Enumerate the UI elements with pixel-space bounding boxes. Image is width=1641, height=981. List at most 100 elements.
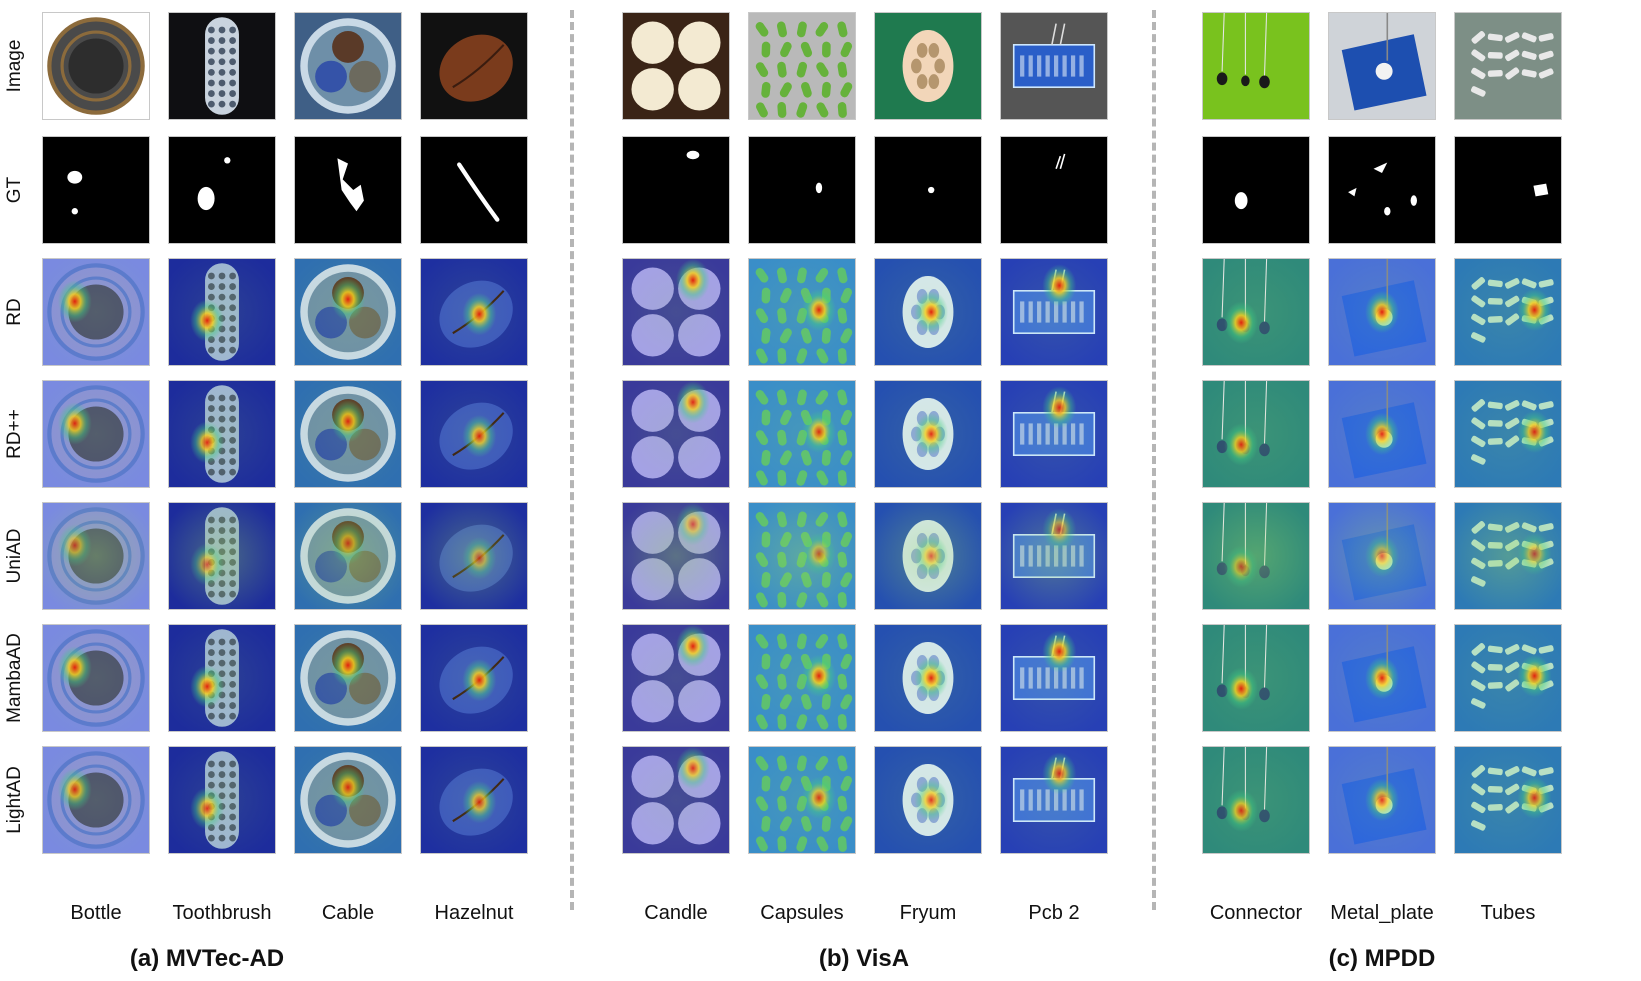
tile-bottle-image <box>42 12 150 120</box>
column-label-tubes: Tubes <box>1480 902 1536 924</box>
tile-cable-mambaad <box>294 624 402 732</box>
tile-capsules-mambaad <box>748 624 856 732</box>
tile-toothbrush-mambaad <box>168 624 276 732</box>
group-separator <box>570 10 574 910</box>
tile-capsules-uniad <box>748 502 856 610</box>
row-label-text: LightAD <box>4 766 25 834</box>
tile-pcb-image <box>1000 12 1108 120</box>
tile-capsules-rd <box>748 258 856 366</box>
tile-pcb-rd <box>1000 258 1108 366</box>
column-label-cable: Cable <box>321 902 375 924</box>
tile-pcb-mambaad <box>1000 624 1108 732</box>
tile-pcb-rd- <box>1000 380 1108 488</box>
tile-tubes-uniad <box>1454 502 1562 610</box>
tile-bottle-uniad <box>42 502 150 610</box>
tile-fryum-rd <box>874 258 982 366</box>
tile-bottle-rd- <box>42 380 150 488</box>
tile-tubes-lightad <box>1454 746 1562 854</box>
tile-candle-mambaad <box>622 624 730 732</box>
row-label-text: RD <box>4 298 25 326</box>
tile-tubes-mambaad <box>1454 624 1562 732</box>
tile-capsules-lightad <box>748 746 856 854</box>
tile-tubes-rd <box>1454 258 1562 366</box>
tile-connector-mambaad <box>1202 624 1310 732</box>
tile-connector-rd- <box>1202 380 1310 488</box>
tile-cable-gt <box>294 136 402 244</box>
tile-pcb-lightad <box>1000 746 1108 854</box>
row-label-mambaad: MambaAD <box>0 624 30 732</box>
tile-cable-image <box>294 12 402 120</box>
tile-toothbrush-lightad <box>168 746 276 854</box>
tile-hazelnut-rd- <box>420 380 528 488</box>
tile-capsules-rd- <box>748 380 856 488</box>
tile-capsules-image <box>748 12 856 120</box>
row-label-rd-: RD++ <box>0 380 30 488</box>
tile-toothbrush-rd- <box>168 380 276 488</box>
tile-hazelnut-mambaad <box>420 624 528 732</box>
tile-fryum-lightad <box>874 746 982 854</box>
tile-fryum-gt <box>874 136 982 244</box>
tile-bottle-gt <box>42 136 150 244</box>
tile-candle-uniad <box>622 502 730 610</box>
tile-metal-uniad <box>1328 502 1436 610</box>
tile-toothbrush-image <box>168 12 276 120</box>
row-label-gt: GT <box>0 136 30 244</box>
tile-toothbrush-gt <box>168 136 276 244</box>
row-label-image: Image <box>0 12 30 120</box>
tile-pcb-gt <box>1000 136 1108 244</box>
tile-candle-lightad <box>622 746 730 854</box>
column-label-metal: Metal_plate <box>1330 902 1434 924</box>
row-label-text: MambaAD <box>4 633 25 723</box>
tile-hazelnut-image <box>420 12 528 120</box>
tile-fryum-image <box>874 12 982 120</box>
tile-metal-rd <box>1328 258 1436 366</box>
tile-connector-gt <box>1202 136 1310 244</box>
row-label-text: Image <box>4 39 25 93</box>
tile-candle-rd- <box>622 380 730 488</box>
tile-candle-image <box>622 12 730 120</box>
group-title-0: (a) MVTec-AD <box>129 945 285 972</box>
tile-hazelnut-uniad <box>420 502 528 610</box>
tile-fryum-uniad <box>874 502 982 610</box>
tile-toothbrush-rd <box>168 258 276 366</box>
tile-metal-mambaad <box>1328 624 1436 732</box>
tile-metal-lightad <box>1328 746 1436 854</box>
tile-connector-uniad <box>1202 502 1310 610</box>
group-title-2: (c) MPDD <box>1328 945 1436 972</box>
row-label-lightad: LightAD <box>0 746 30 854</box>
group-separator <box>1152 10 1156 910</box>
column-label-candle: Candle <box>644 902 708 924</box>
column-label-connector: Connector <box>1209 902 1303 924</box>
tile-cable-rd <box>294 258 402 366</box>
tile-fryum-mambaad <box>874 624 982 732</box>
column-label-bottle: Bottle <box>70 902 122 924</box>
tile-tubes-gt <box>1454 136 1562 244</box>
tile-candle-rd <box>622 258 730 366</box>
tile-bottle-lightad <box>42 746 150 854</box>
tile-tubes-rd- <box>1454 380 1562 488</box>
column-label-capsules: Capsules <box>760 902 844 924</box>
tile-connector-image <box>1202 12 1310 120</box>
group-title-1: (b) VisA <box>818 945 910 972</box>
row-label-text: UniAD <box>4 528 25 584</box>
tile-toothbrush-uniad <box>168 502 276 610</box>
row-label-uniad: UniAD <box>0 502 30 610</box>
tile-metal-gt <box>1328 136 1436 244</box>
tile-cable-rd- <box>294 380 402 488</box>
tile-metal-rd- <box>1328 380 1436 488</box>
column-label-fryum: Fryum <box>899 902 957 924</box>
tile-hazelnut-gt <box>420 136 528 244</box>
row-label-text: RD++ <box>4 409 25 459</box>
tile-fryum-rd- <box>874 380 982 488</box>
tile-bottle-mambaad <box>42 624 150 732</box>
tile-bottle-rd <box>42 258 150 366</box>
tile-metal-image <box>1328 12 1436 120</box>
tile-cable-lightad <box>294 746 402 854</box>
tile-connector-lightad <box>1202 746 1310 854</box>
row-label-rd: RD <box>0 258 30 366</box>
tile-tubes-image <box>1454 12 1562 120</box>
tile-candle-gt <box>622 136 730 244</box>
tile-capsules-gt <box>748 136 856 244</box>
tile-connector-rd <box>1202 258 1310 366</box>
